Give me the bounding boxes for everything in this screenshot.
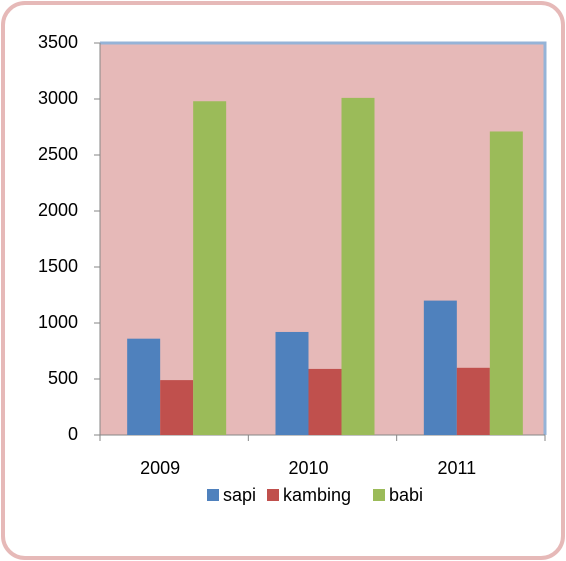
legend-swatch [373,489,385,501]
bar [308,368,342,435]
x-tick-label: 2010 [288,458,328,478]
y-tick-label: 3500 [38,32,78,52]
legend-swatch [207,489,219,501]
bar [160,380,194,435]
y-tick-label: 3000 [38,88,78,108]
plot-border [100,41,547,435]
bar [275,331,309,435]
y-tick-label: 2000 [38,200,78,220]
bar [423,300,457,435]
bar [456,367,490,435]
bar [193,101,227,436]
legend-label: babi [389,485,423,505]
y-tick-label: 1500 [38,256,78,276]
y-tick-label: 1000 [38,312,78,332]
legend-label: kambing [283,485,351,505]
y-tick-label: 0 [68,424,78,444]
bar [489,131,523,436]
y-tick-label: 500 [48,368,78,388]
bar [341,97,375,435]
legend-swatch [267,489,279,501]
y-tick-label: 2500 [38,144,78,164]
x-tick-label: 2009 [140,458,180,478]
legend-label: sapi [223,485,256,505]
x-tick-label: 2011 [437,458,476,478]
bar [127,338,161,435]
